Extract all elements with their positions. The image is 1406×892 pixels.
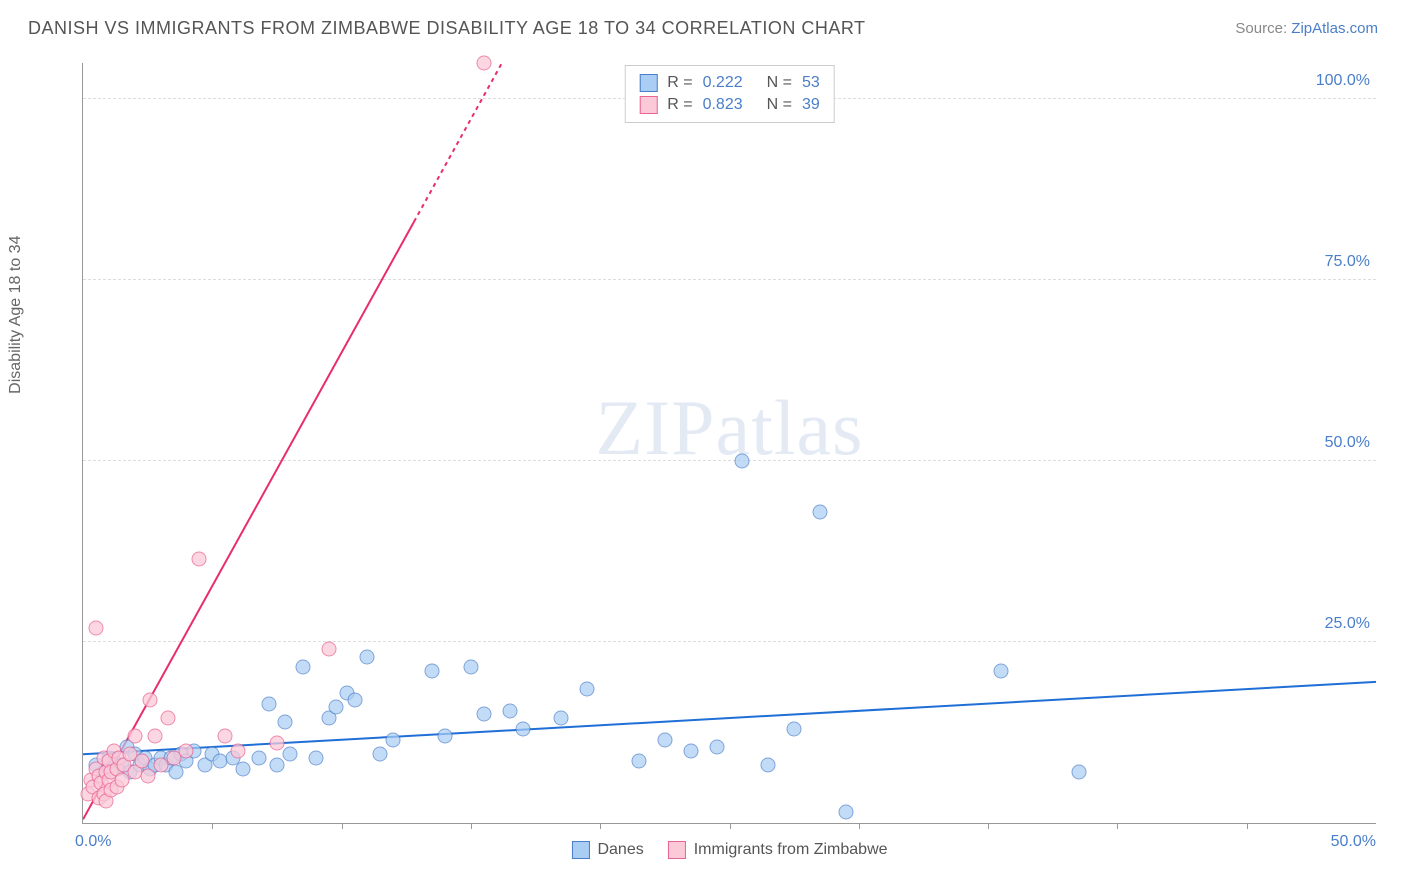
x-tick-label: 50.0% [1331,833,1376,851]
source-attribution: Source: ZipAtlas.com [1235,20,1378,37]
data-point [657,732,672,747]
data-point [161,711,176,726]
y-axis-label: Disability Age 18 to 34 [7,235,25,393]
data-point [277,714,292,729]
data-point [761,758,776,773]
series-legend: Danes Immigrants from Zimbabwe [571,841,887,859]
y-tick-label: 75.0% [1325,253,1370,271]
x-tick [988,823,989,829]
legend-label: Immigrants from Zimbabwe [694,841,888,859]
legend-swatch [639,74,657,92]
data-point [321,642,336,657]
data-point [580,682,595,697]
data-point [135,754,150,769]
source-link[interactable]: ZipAtlas.com [1291,20,1378,37]
x-tick [859,823,860,829]
y-tick-label: 50.0% [1325,434,1370,452]
x-tick [212,823,213,829]
data-point [735,454,750,469]
legend-row: R = 0.222N = 53 [639,72,820,94]
x-tick [471,823,472,829]
data-point [282,747,297,762]
data-point [329,700,344,715]
data-point [438,729,453,744]
data-point [236,761,251,776]
data-point [554,711,569,726]
legend-label: Danes [597,841,643,859]
data-point [515,721,530,736]
x-tick [342,823,343,829]
gridline [83,279,1376,280]
data-point [295,660,310,675]
gridline [83,641,1376,642]
data-point [269,758,284,773]
x-tick [1247,823,1248,829]
legend-swatch [668,841,686,859]
data-point [386,732,401,747]
data-point [140,768,155,783]
gridline [83,460,1376,461]
y-tick-label: 25.0% [1325,615,1370,633]
data-point [787,721,802,736]
data-point [218,729,233,744]
data-point [231,743,246,758]
data-point [1071,765,1086,780]
data-point [373,747,388,762]
data-point [347,692,362,707]
correlation-legend: R = 0.222N = 53R = 0.823N = 39 [624,65,835,123]
data-point [269,736,284,751]
data-point [143,692,158,707]
data-point [683,743,698,758]
data-point [179,743,194,758]
plot-area: ZIPatlas 25.0%50.0%75.0%100.0%0.0%50.0%R… [82,63,1376,824]
data-point [251,750,266,765]
data-point [148,729,163,744]
legend-row: R = 0.823N = 39 [639,94,820,116]
x-tick-label: 0.0% [75,833,111,851]
y-tick-label: 100.0% [1316,72,1370,90]
data-point [262,696,277,711]
data-point [88,620,103,635]
data-point [631,754,646,769]
data-point [463,660,478,675]
x-tick [1117,823,1118,829]
data-point [502,703,517,718]
data-point [709,740,724,755]
data-point [813,504,828,519]
data-point [127,729,142,744]
data-point [994,664,1009,679]
x-tick [600,823,601,829]
legend-swatch [639,96,657,114]
data-point [476,707,491,722]
data-point [192,551,207,566]
legend-item: Danes [571,841,643,859]
data-point [476,56,491,71]
data-point [838,805,853,820]
chart-title: DANISH VS IMMIGRANTS FROM ZIMBABWE DISAB… [28,18,866,39]
trend-lines [83,63,1376,823]
data-point [425,664,440,679]
data-point [360,649,375,664]
data-point [308,750,323,765]
chart-container: Disability Age 18 to 34 ZIPatlas 25.0%50… [28,55,1378,872]
legend-swatch [571,841,589,859]
x-tick [730,823,731,829]
legend-item: Immigrants from Zimbabwe [668,841,888,859]
